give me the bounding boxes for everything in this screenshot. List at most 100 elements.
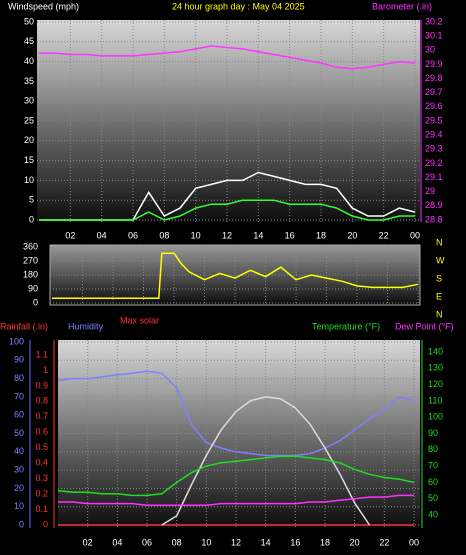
y-tick-label: 29.1 (425, 172, 443, 182)
y-tick-label: 29.8 (425, 73, 443, 83)
x-tick-label: 04 (97, 230, 107, 240)
x-tick-label: 08 (172, 537, 182, 547)
x-tick-label: 18 (316, 230, 326, 240)
y-tick-label: 40 (24, 56, 34, 66)
x-tick-label: 10 (201, 537, 211, 547)
y-tick-label: 45 (24, 36, 34, 46)
y-tick-label: 70 (14, 391, 24, 401)
y-tick-label: 70 (428, 460, 438, 470)
y-tick-label: 29.4 (425, 130, 443, 140)
y-tick-label: 180 (23, 269, 38, 279)
y-tick-label: 100 (428, 412, 443, 422)
y-tick-label: 28.9 (425, 200, 443, 210)
x-tick-label: 16 (285, 230, 295, 240)
x-tick-label: 04 (112, 537, 122, 547)
chart-title: 24 hour graph day : May 04 2025 (172, 1, 305, 11)
y-tick-label: 0.7 (35, 411, 48, 421)
y-tick-label: 25 (24, 115, 34, 125)
series-line (52, 252, 419, 300)
y-tick-label: 30 (24, 96, 34, 106)
y-tick-label: 270 (23, 255, 38, 265)
legend-entry: Rainfall (.in) (0, 321, 48, 331)
y-tick-label: 40 (428, 509, 438, 519)
series-line (161, 396, 371, 526)
y-tick-label: 0 (43, 519, 48, 529)
y-tick-label: 130 (428, 363, 443, 373)
y-tick-label: 0.4 (35, 458, 48, 468)
y-tick-label: 120 (428, 379, 443, 389)
y-tick-label: 29.7 (425, 87, 443, 97)
y-tick-label: 110 (428, 395, 442, 405)
x-tick-label: 12 (231, 537, 241, 547)
y-tick-label: 15 (24, 155, 34, 165)
legend-entry: Humidity (68, 321, 104, 331)
y-tick-label: 80 (14, 373, 24, 383)
y-tick-label: 1.1 (35, 349, 48, 359)
legend-entry: Max solar (120, 315, 159, 325)
y-tick-label: 29.2 (425, 158, 443, 168)
y-tick-label: 29.5 (425, 115, 443, 125)
legend-entry: Dew Point (°F) (395, 321, 454, 331)
x-tick-label: 02 (65, 230, 75, 240)
y-tick-label: N (436, 237, 443, 247)
x-tick-label: 20 (350, 537, 360, 547)
y-tick-label: 60 (14, 410, 24, 420)
y-tick-label: 100 (9, 336, 24, 346)
axis-label: Windspeed (mph) (8, 1, 79, 11)
y-tick-label: 0 (19, 519, 24, 529)
y-tick-label: 0 (33, 297, 38, 307)
y-tick-label: 0.2 (35, 488, 48, 498)
y-tick-label: 10 (24, 175, 34, 185)
x-tick-label: 18 (320, 537, 330, 547)
x-tick-label: 20 (347, 230, 357, 240)
x-tick-label: 16 (290, 537, 300, 547)
y-tick-label: 60 (428, 477, 438, 487)
y-tick-label: 40 (14, 446, 24, 456)
series-line (39, 199, 415, 221)
x-tick-label: 14 (253, 230, 263, 240)
y-tick-label: 20 (14, 483, 24, 493)
y-tick-label: 30.2 (425, 16, 443, 26)
y-tick-label: 30.1 (425, 31, 443, 41)
y-tick-label: 29 (425, 186, 435, 196)
y-tick-label: 0.9 (35, 380, 48, 390)
y-tick-label: 90 (428, 428, 438, 438)
y-tick-label: 90 (14, 355, 24, 365)
y-tick-label: 50 (428, 493, 438, 503)
y-tick-label: 0 (29, 214, 34, 224)
y-tick-label: 0.1 (35, 504, 48, 514)
legend-entry: Temperature (°F) (312, 321, 380, 331)
x-tick-label: 00 (410, 230, 420, 240)
series-line (39, 45, 416, 70)
y-tick-label: 80 (428, 444, 438, 454)
y-tick-label: S (436, 273, 442, 283)
y-tick-label: 1 (43, 365, 48, 375)
y-tick-label: 360 (23, 241, 38, 251)
y-tick-label: 0.6 (35, 427, 48, 437)
x-tick-label: 12 (222, 230, 232, 240)
x-tick-label: 10 (191, 230, 201, 240)
x-tick-label: 00 (409, 537, 419, 547)
y-tick-label: W (436, 255, 445, 265)
y-tick-label: E (436, 291, 442, 301)
y-tick-label: 5 (29, 195, 34, 205)
axis-label: Barometer (.in) (372, 1, 432, 11)
x-tick-label: 22 (379, 537, 389, 547)
y-tick-label: 29.9 (425, 59, 443, 69)
y-tick-label: 0.5 (35, 442, 48, 452)
y-tick-label: 20 (24, 135, 34, 145)
y-tick-label: 30 (425, 45, 435, 55)
y-tick-label: 50 (24, 16, 34, 26)
y-tick-label: 0.8 (35, 396, 48, 406)
y-tick-label: 50 (14, 428, 24, 438)
y-tick-label: N (436, 309, 443, 319)
series-line (57, 370, 415, 457)
x-tick-label: 14 (261, 537, 271, 547)
x-tick-label: 02 (83, 537, 93, 547)
y-tick-label: 35 (24, 76, 34, 86)
y-tick-label: 90 (28, 283, 38, 293)
x-tick-label: 08 (159, 230, 169, 240)
y-tick-label: 10 (14, 501, 24, 511)
x-tick-label: 22 (379, 230, 389, 240)
